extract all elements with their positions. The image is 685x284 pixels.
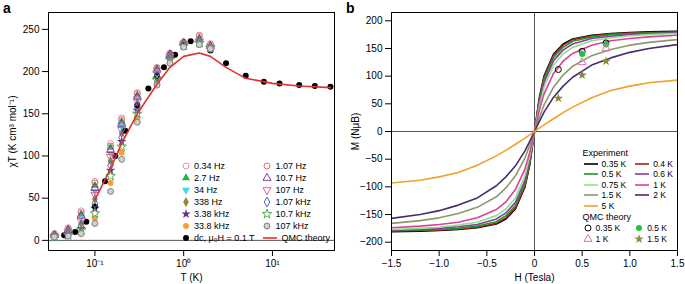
svg-text:50: 50 [28, 192, 40, 203]
svg-text:100: 100 [23, 150, 40, 161]
html-text:107 kHz: 107 kHz [275, 221, 309, 231]
html-text:0.5 K: 0.5 K [601, 169, 622, 180]
html-text:107 Hz: 107 Hz [275, 185, 304, 195]
svg-text:250: 250 [23, 24, 40, 35]
svg-text:−200: −200 [360, 236, 383, 247]
html-text:a: a [3, 0, 11, 16]
html-text:1.07 Hz: 1.07 Hz [275, 161, 307, 171]
svg-text:200: 200 [23, 66, 40, 77]
html-text:3.38 kHz: 3.38 kHz [194, 209, 230, 219]
html-text:1.5 K: 1.5 K [647, 233, 667, 244]
html-text:0.75 K: 0.75 K [601, 179, 627, 190]
html-text:Experiment: Experiment [582, 147, 629, 158]
html-text:1.07 kHz: 1.07 kHz [275, 197, 311, 207]
html-text:0.4 K: 0.4 K [653, 158, 673, 169]
svg-text:M (NμB): M (NμB) [350, 113, 361, 150]
svg-text:H (Tesla): H (Tesla) [514, 272, 554, 283]
svg-text:−1.0: −1.0 [429, 258, 449, 269]
html-text:0.5 K: 0.5 K [647, 223, 667, 234]
html-text:1.5 K: 1.5 K [601, 190, 622, 201]
svg-text:0: 0 [377, 126, 383, 137]
html-text:33.8 kHz: 33.8 kHz [194, 221, 230, 231]
svg-text:T (K): T (K) [180, 272, 202, 283]
svg-text:1.5: 1.5 [671, 258, 685, 269]
html-text:b: b [346, 0, 355, 16]
html-text:1 K: 1 K [595, 233, 609, 244]
html-text:2.7 Hz: 2.7 Hz [194, 173, 220, 183]
html-text:2 K: 2 K [653, 190, 666, 201]
html-text:0.34 Hz: 0.34 Hz [194, 161, 225, 171]
svg-text:50: 50 [371, 98, 383, 109]
html-text:10.7 kHz: 10.7 kHz [275, 209, 311, 219]
html-text:QMC theory: QMC theory [582, 212, 632, 222]
html-text:QMC theory: QMC theory [281, 233, 330, 243]
svg-text:1.0: 1.0 [623, 258, 637, 269]
svg-text:10⁰: 10⁰ [176, 258, 191, 269]
svg-text:−100: −100 [360, 181, 383, 192]
html-text:5 K: 5 K [601, 200, 615, 211]
html-text:1 K: 1 K [653, 179, 666, 190]
svg-text:10¹: 10¹ [265, 258, 280, 269]
html-text:34 Hz: 34 Hz [194, 185, 218, 195]
html-text:338 Hz: 338 Hz [194, 197, 223, 207]
html-text:10.7 Hz: 10.7 Hz [275, 173, 307, 183]
svg-text:200: 200 [366, 15, 383, 26]
svg-text:−1.5: −1.5 [382, 258, 402, 269]
svg-text:−0.5: −0.5 [477, 258, 497, 269]
svg-text:150: 150 [366, 43, 383, 54]
svg-text:0: 0 [532, 258, 538, 269]
svg-text:150: 150 [23, 108, 40, 119]
svg-text:0: 0 [34, 235, 40, 246]
svg-text:−50: −50 [366, 153, 383, 164]
html-text:dc, μ₀H = 0.1 T: dc, μ₀H = 0.1 T [194, 233, 255, 243]
svg-text:100: 100 [366, 70, 383, 81]
svg-text:χT (K cm³ mol⁻¹): χT (K cm³ mol⁻¹) [7, 96, 18, 168]
html-text:0.35 K: 0.35 K [601, 158, 627, 169]
svg-text:−150: −150 [360, 209, 383, 220]
html-text:0.35 K: 0.35 K [595, 223, 621, 234]
svg-text:0.5: 0.5 [575, 258, 589, 269]
svg-text:10⁻¹: 10⁻¹ [86, 258, 104, 269]
html-text:0.6 K: 0.6 K [653, 169, 673, 180]
